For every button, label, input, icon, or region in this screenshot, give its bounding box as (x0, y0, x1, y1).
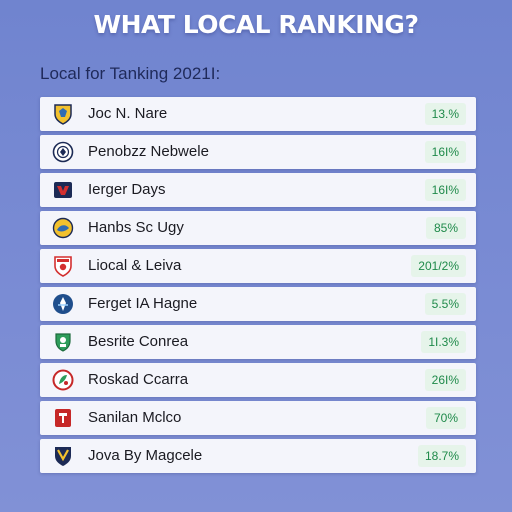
ranking-row[interactable]: Hanbs Sc Ugy 85% (40, 211, 476, 245)
page-subtitle: Local for Tanking 2021I: (40, 64, 221, 83)
team-name: Hanbs Sc Ugy (88, 219, 184, 236)
team-name: Ierger Days (88, 181, 166, 198)
percentage-badge: 16I% (424, 141, 466, 163)
percentage-badge: 85% (426, 217, 466, 239)
team-name: Sanilan Mclco (88, 409, 182, 426)
team-name: Besrite Conrea (88, 333, 189, 350)
ranking-row[interactable]: Besrite Conrea 1I.3% (40, 325, 476, 359)
ranking-row[interactable]: Sanilan Mclco 70% (40, 401, 476, 435)
team-name: Liocal & Leiva (88, 257, 182, 274)
team-name: Jova By Magcele (88, 447, 203, 464)
team-name: Ferget IA Hagne (88, 295, 198, 312)
percentage-badge: 1I.3% (421, 331, 466, 353)
ranking-row[interactable]: Penobzz Nebwele 16I% (40, 135, 476, 169)
shield-crest-icon (52, 103, 74, 125)
page-title: WHAT LOCAL RANKING? (93, 10, 419, 39)
square-shield-crest-icon (52, 179, 74, 201)
ranking-row[interactable]: Liocal & Leiva 201/2% (40, 249, 476, 283)
red-shield-crest-icon (52, 255, 74, 277)
round-badge-crest-icon (52, 141, 74, 163)
percentage-badge: 5.5% (424, 293, 466, 315)
percentage-badge: 18.7% (417, 445, 466, 467)
percentage-badge: 16I% (424, 179, 466, 201)
percentage-badge: 26I% (424, 369, 466, 391)
circle-crest-icon (52, 217, 74, 239)
team-name: Penobzz Nebwele (88, 143, 209, 160)
blue-circle-crest-icon (52, 293, 74, 315)
ranking-row[interactable]: Ferget IA Hagne 5.5% (40, 287, 476, 321)
team-name: Roskad Ccarra (88, 371, 189, 388)
team-name: Joc N. Nare (88, 105, 168, 122)
ranking-list: Joc N. Nare 13.% Penobzz Nebwele 16I% Ie… (40, 97, 476, 477)
ranking-row[interactable]: Joc N. Nare 13.% (40, 97, 476, 131)
red-square-crest-icon (52, 407, 74, 429)
yellow-navy-crest-icon (52, 445, 74, 467)
green-crest-icon (52, 331, 74, 353)
ranking-row[interactable]: Jova By Magcele 18.7% (40, 439, 476, 473)
ranking-row[interactable]: Roskad Ccarra 26I% (40, 363, 476, 397)
percentage-badge: 13.% (424, 103, 466, 125)
percentage-badge: 70% (426, 407, 466, 429)
ranking-row[interactable]: Ierger Days 16I% (40, 173, 476, 207)
percentage-badge: 201/2% (411, 255, 466, 277)
red-green-crest-icon (52, 369, 74, 391)
